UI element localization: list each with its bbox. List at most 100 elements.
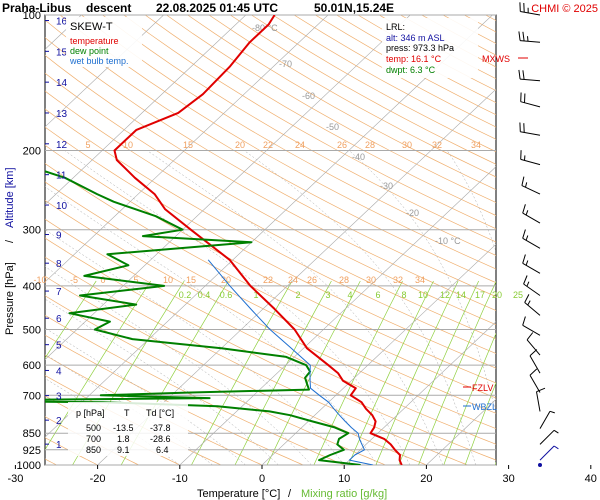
upper-dry-adiabat-label: 34 (471, 140, 481, 150)
temperature-tick-label: 0 (259, 473, 265, 485)
altitude-tick-label: 8 (56, 259, 62, 270)
fzlv-label: FZLV (472, 383, 493, 393)
legend: SKEW-T temperature dew point wet bulb te… (66, 17, 142, 67)
wind-barb (520, 150, 541, 166)
dry-adiabat-label: 10 (163, 275, 173, 285)
lrl-alt: alt: 346 m ASL (386, 33, 445, 43)
isotherms (45, 15, 600, 465)
table-row-850-t: 9.1 (117, 445, 130, 455)
table-header-t: T (124, 408, 130, 418)
wind-barb-feather (536, 387, 546, 393)
data-table-background (68, 402, 188, 456)
dry-adiabat-label: 28 (339, 275, 349, 285)
wind-barb (524, 294, 541, 316)
altitude-tick-label: 15 (56, 47, 68, 58)
wind-barbs (518, 2, 559, 467)
upper-dry-adiabat-label: 22 (263, 140, 273, 150)
wind-barb (539, 429, 559, 445)
isotherm-40 (591, 15, 600, 465)
dry-adiabat-35 (45, 218, 496, 445)
dry-adiabat-label: 15 (186, 275, 196, 285)
table-row-700-p: 700 (86, 434, 101, 444)
table-row-700-t: 1.8 (117, 434, 130, 444)
dry-adiabat-55 (45, 144, 496, 384)
wind-barb-shaft (522, 324, 541, 336)
isotherm--30 (45, 15, 493, 438)
mixing-ratio-label: 25 (513, 290, 523, 300)
isotherm--40 (45, 15, 411, 360)
wind-barb (520, 92, 541, 108)
wind-barb-shaft (522, 237, 541, 249)
legend-title: SKEW-T (70, 21, 113, 33)
dry-adiabat-50 (45, 163, 496, 399)
wind-barb-feather (524, 294, 530, 303)
isotherm-label: -50 (326, 122, 339, 132)
wind-barb-feather (522, 254, 526, 264)
wind-barb-shaft (529, 355, 541, 374)
dry-adiabat-label: -5 (70, 275, 78, 285)
altitude-tick-label: 9 (56, 231, 62, 242)
temperature-tick-label: 40 (585, 473, 597, 485)
wind-barb (522, 229, 541, 249)
mixing-ratio-label: 6 (375, 290, 380, 300)
wind-barb-shaft (526, 339, 541, 356)
wind-barb-shaft (520, 11, 541, 16)
dry-adiabat-45 (45, 181, 496, 414)
mixing-ratio-20 (464, 381, 496, 465)
dry-adiabat-115 (144, 15, 496, 216)
altitude-tick-label: 13 (56, 109, 68, 120)
altitude-tick-label: 10 (56, 201, 68, 212)
mixing-ratio-label: 0.2 (179, 290, 192, 300)
dry-adiabat-label: 20 (221, 275, 231, 285)
mixing-ratio-label: 1 (253, 290, 258, 300)
table-row-850-td: 6.4 (156, 445, 169, 455)
dry-adiabat-105 (102, 15, 496, 243)
dry-adiabat-label: 26 (307, 275, 317, 285)
dry-adiabat--20 (45, 437, 99, 465)
wind-barb (536, 387, 546, 412)
wind-barb-half-feather (525, 235, 529, 241)
altitude-tick-label: 6 (56, 314, 62, 325)
table-header-p: p [hPa] (76, 408, 105, 418)
wind-barb (529, 349, 541, 374)
isotherm-label: -10 °C (435, 236, 461, 246)
copyright-credit: CHMI © 2025 (531, 3, 598, 15)
upper-dry-adiabat-label: 26 (337, 140, 347, 150)
pressure-tick-label: 850 (23, 428, 41, 440)
wind-barb-half-feather (553, 445, 559, 450)
pressure-tick-label: 200 (23, 145, 41, 157)
wind-barb-shaft (520, 78, 541, 82)
wind-barb-shaft (539, 445, 555, 461)
altitude-tick-label: 16 (56, 17, 68, 28)
x-axis-title-main: Temperature [°C] (197, 488, 280, 500)
dry-adiabat-label: 5 (133, 275, 138, 285)
series-wet-bulb-temp (207, 259, 374, 465)
series-temperature (113, 15, 403, 465)
y-axis-title-sep: / (4, 239, 16, 243)
wind-barb (519, 2, 541, 16)
isotherm-0 (261, 243, 496, 465)
legend-dew-point: dew point (70, 46, 109, 56)
grid-labels: 0.2 0.4 0.6 1 2 3 4 6 8 10 12 14 17 20 25-10 -5 0 5 10 15 20… (33, 23, 523, 300)
isotherm--70 (45, 15, 164, 128)
isotherm--20 (97, 88, 496, 465)
x-axis-title: Temperature [°C] / Mixing ratio [g/kg] (197, 488, 387, 500)
wind-barb-feather (522, 31, 525, 41)
dry-adiabats (45, 15, 496, 465)
legend-wet-bulb: wet bulb temp. (69, 56, 129, 66)
dry-adiabat-20 (45, 275, 428, 465)
wind-barb-feather (529, 349, 538, 357)
wind-barb-feather (526, 332, 534, 341)
pressure-tick-label: 500 (23, 325, 41, 337)
chart-header: Praha-Libus descent 22.08.2025 01:45 UTC… (2, 1, 394, 15)
altitude-tick-label: 1 (56, 440, 62, 451)
moist-adiabat-18 (64, 150, 411, 465)
lrl-temp: temp: 16.1 °C (386, 54, 442, 64)
wind-barb (521, 176, 541, 195)
wind-barb-half-feather (526, 281, 530, 287)
isotherm-30 (509, 15, 600, 465)
lrl-background (382, 18, 478, 78)
upper-dry-adiabat-label: 5 (85, 140, 90, 150)
wind-barb-shaft (522, 212, 541, 224)
